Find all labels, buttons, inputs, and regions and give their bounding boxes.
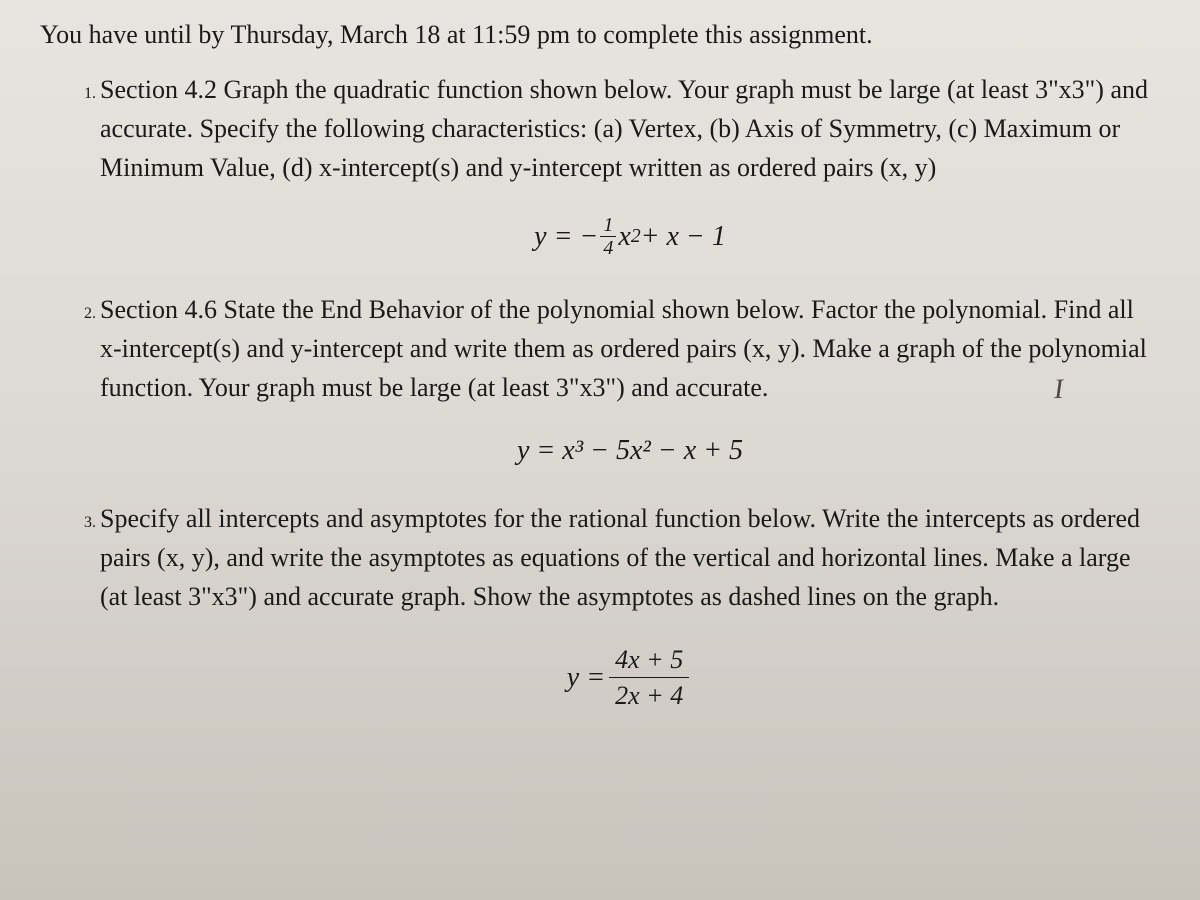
problem-1: Section 4.2 Graph the quadratic function… (100, 70, 1160, 258)
problem-3-text: Specify all intercepts and asymptotes fo… (100, 499, 1160, 616)
eq1-lhs: y = − (534, 221, 598, 253)
problem-2-text: Section 4.6 State the End Behavior of th… (100, 290, 1160, 407)
eq3-frac-den: 2x + 4 (609, 678, 689, 711)
problem-2: Section 4.6 State the End Behavior of th… (100, 290, 1160, 467)
problem-2-equation: y = x³ − 5x² − x + 5 (100, 435, 1160, 467)
eq3-lhs: y = (567, 662, 605, 694)
problem-list: Section 4.2 Graph the quadratic function… (40, 70, 1160, 711)
deadline-text: You have until by Thursday, March 18 at … (40, 20, 1160, 50)
eq3-fraction: 4x + 5 2x + 4 (609, 644, 689, 711)
eq1-rhs: + x − 1 (641, 221, 726, 253)
problem-1-text: Section 4.2 Graph the quadratic function… (100, 70, 1160, 187)
eq1-fraction: 1 4 (600, 215, 616, 258)
eq1-x: x (618, 221, 630, 253)
problem-3-equation: y = 4x + 5 2x + 4 (100, 644, 1160, 711)
problem-3: Specify all intercepts and asymptotes fo… (100, 499, 1160, 711)
eq1-frac-den: 4 (600, 237, 616, 258)
eq3-frac-num: 4x + 5 (609, 644, 689, 678)
problem-1-equation: y = − 1 4 x2 + x − 1 (100, 215, 1160, 258)
eq1-frac-num: 1 (600, 215, 616, 237)
handwritten-annotation: I (1053, 374, 1063, 406)
